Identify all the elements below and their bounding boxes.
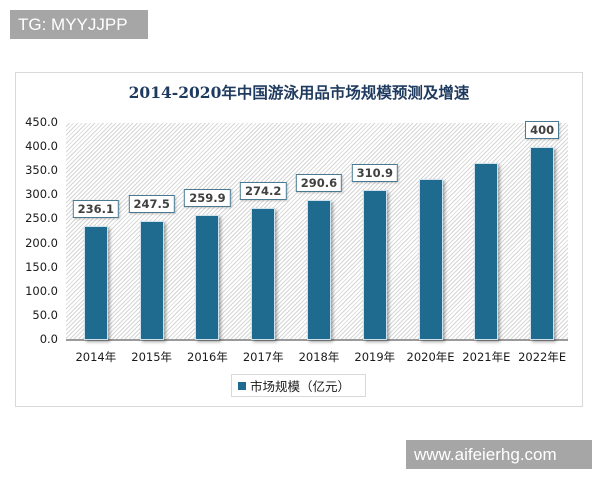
- x-tick-label: 2017年: [242, 350, 284, 364]
- x-tick-label: 2020年E: [406, 350, 455, 364]
- x-tick-label: 2022年E: [518, 350, 567, 364]
- y-tick-label: 400.0: [25, 139, 58, 154]
- watermark-bottom: www.aifeierhg.com: [406, 440, 592, 469]
- data-label: 247.5: [128, 194, 175, 213]
- x-tick-label: 2014年: [75, 350, 117, 364]
- y-tick-label: 200.0: [25, 235, 58, 250]
- bar: [418, 178, 443, 340]
- y-tick-label: 350.0: [25, 163, 58, 178]
- bar: [474, 163, 499, 340]
- y-tick-label: 50.0: [32, 307, 58, 322]
- chart-title: 2014-2020年中国游泳用品市场规模预测及增速: [128, 83, 470, 102]
- data-label: 310.9: [351, 164, 398, 183]
- bar: [251, 207, 276, 340]
- y-tick-label: 150.0: [25, 259, 58, 274]
- bar: [362, 190, 387, 340]
- x-tick-label: 2015年: [131, 350, 173, 364]
- bar: [307, 199, 331, 340]
- data-label: 400: [525, 121, 560, 140]
- y-tick-label: 100.0: [25, 283, 58, 298]
- y-tick-label: 250.0: [25, 211, 58, 226]
- watermark-top: TG: MYYJJPP: [10, 10, 148, 39]
- x-tick-label: 2018年: [298, 350, 340, 364]
- data-label: 274.2: [240, 181, 287, 200]
- y-tick-label: 300.0: [25, 187, 58, 202]
- bar: [530, 147, 555, 340]
- x-tick-label: 2019年: [354, 350, 396, 364]
- chart-frame: 2014-2020年中国游泳用品市场规模预测及增速 市场规模（亿元） 450.0…: [15, 72, 583, 407]
- bar: [83, 226, 108, 340]
- legend: 市场规模（亿元）: [231, 374, 366, 397]
- x-tick-label: 2016年: [187, 350, 228, 364]
- y-tick-label: 0.0: [39, 332, 58, 346]
- data-label: 259.9: [184, 188, 231, 207]
- bar: [195, 214, 220, 340]
- bar: [139, 220, 164, 340]
- data-label: 236.1: [72, 200, 120, 219]
- legend-label: 市场规模（亿元）: [250, 379, 351, 394]
- y-tick-label: 450.0: [25, 115, 58, 129]
- data-label: 290.6: [295, 173, 343, 192]
- x-tick-label: 2021年E: [462, 350, 511, 364]
- legend-swatch: [238, 381, 246, 390]
